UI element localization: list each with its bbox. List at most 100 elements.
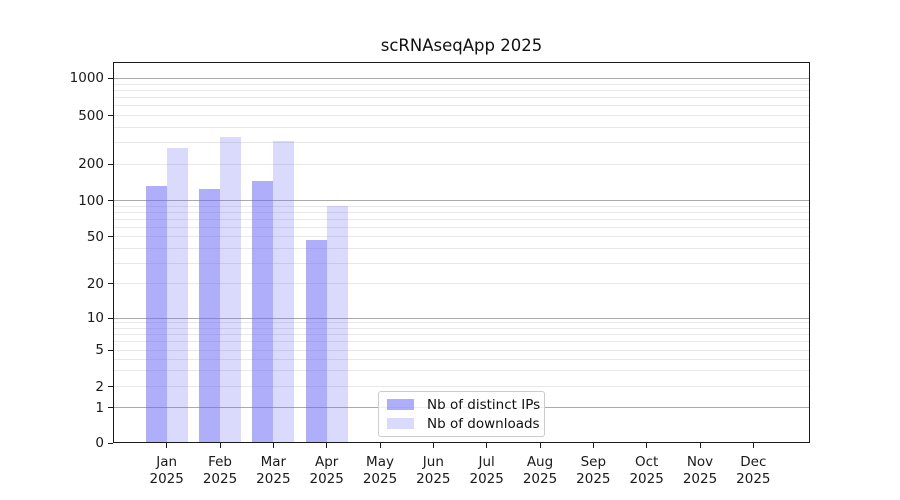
- x-tick-year: 2025: [736, 471, 771, 487]
- y-tick-label: 1000: [69, 70, 104, 87]
- bar-distinct-ips-jan: [145, 185, 167, 443]
- x-tick-mark: [166, 443, 168, 448]
- legend-item-distinct-ips: Nb of distinct IPs: [387, 397, 540, 413]
- legend-label-distinct-ips: Nb of distinct IPs: [427, 396, 541, 413]
- y-tick-mark: [108, 386, 113, 388]
- gridline-minor: [113, 115, 810, 117]
- x-tick-month: Feb: [208, 454, 232, 470]
- bar-downloads-jan: [166, 148, 188, 443]
- y-tick-label: 200: [78, 156, 104, 173]
- x-tick-label: May 2025: [348, 454, 412, 488]
- x-tick-mark: [326, 443, 328, 448]
- bar-distinct-ips-mar: [252, 180, 274, 443]
- x-tick-month: May: [366, 454, 394, 470]
- x-tick-year: 2025: [629, 471, 664, 487]
- gridline-minor: [113, 89, 810, 91]
- legend-item-downloads: Nb of downloads: [387, 416, 540, 432]
- y-tick-mark: [108, 317, 113, 319]
- y-tick-label: 2: [95, 378, 104, 395]
- legend-swatch-downloads: [387, 418, 414, 429]
- y-tick-label: 10: [86, 310, 104, 327]
- gridline-minor: [113, 322, 810, 324]
- x-tick-mark: [592, 443, 594, 448]
- x-tick-month: Oct: [634, 454, 659, 470]
- gridline-minor: [113, 163, 810, 165]
- x-tick-month: Mar: [260, 454, 287, 470]
- x-tick-label: Dec 2025: [721, 454, 785, 488]
- gridline-major: [113, 77, 810, 79]
- x-tick-year: 2025: [362, 471, 398, 487]
- y-tick-label: 50: [86, 228, 104, 245]
- x-tick-mark: [646, 443, 648, 448]
- bar-distinct-ips-apr: [305, 240, 327, 443]
- y-tick-mark: [108, 77, 113, 79]
- gridline-minor: [113, 142, 810, 144]
- x-tick-month: Jul: [478, 454, 495, 470]
- gridline-minor: [113, 83, 810, 85]
- chart-title: scRNAseqApp 2025: [380, 36, 543, 55]
- y-tick-mark: [108, 115, 113, 117]
- gridline-minor: [113, 334, 810, 336]
- gridline-minor: [113, 358, 810, 360]
- gridline-minor: [113, 247, 810, 249]
- x-tick-year: 2025: [256, 471, 291, 487]
- x-tick-label: Jun 2025: [401, 454, 465, 488]
- y-tick-mark: [108, 349, 113, 351]
- x-tick-year: 2025: [469, 471, 504, 487]
- y-tick-mark: [108, 200, 113, 202]
- gridline-minor: [113, 262, 810, 264]
- x-tick-month: Aug: [526, 454, 554, 470]
- legend: Nb of distinct IPs Nb of downloads: [378, 391, 545, 437]
- gridline-minor: [113, 327, 810, 329]
- x-tick-mark: [272, 443, 274, 448]
- gridline-major: [113, 317, 810, 319]
- gridline-minor: [113, 211, 810, 213]
- x-tick-year: 2025: [416, 471, 451, 487]
- x-tick-year: 2025: [149, 471, 184, 487]
- x-tick-mark: [379, 443, 381, 448]
- gridline-minor: [113, 370, 810, 372]
- y-tick-label: 0: [95, 435, 104, 451]
- gridline-minor: [113, 386, 810, 388]
- x-tick-year: 2025: [202, 471, 238, 487]
- y-tick-mark: [108, 163, 113, 165]
- x-tick-label: Feb 2025: [188, 454, 252, 488]
- gridline-minor: [113, 341, 810, 343]
- x-tick-mark: [432, 443, 434, 448]
- x-tick-mark: [699, 443, 701, 448]
- x-tick-mark: [219, 443, 221, 448]
- bar-downloads-mar: [273, 140, 295, 443]
- x-tick-month: Dec: [740, 454, 767, 470]
- bar-downloads-apr: [326, 206, 348, 443]
- y-tick-mark: [108, 442, 113, 444]
- y-tick-mark: [108, 283, 113, 285]
- gridline-minor: [113, 236, 810, 238]
- gridline-minor: [113, 283, 810, 285]
- x-tick-month: Nov: [686, 454, 714, 470]
- bar-distinct-ips-feb: [199, 188, 221, 443]
- x-tick-label: Aug 2025: [508, 454, 572, 488]
- x-tick-label: Nov 2025: [668, 454, 732, 488]
- x-tick-year: 2025: [309, 471, 344, 487]
- y-tick-label: 20: [86, 275, 104, 292]
- y-tick-mark: [108, 236, 113, 238]
- y-tick-label: 500: [78, 107, 104, 124]
- legend-swatch-distinct-ips: [387, 399, 414, 410]
- gridline-minor: [113, 226, 810, 228]
- x-tick-label: Sep 2025: [561, 454, 625, 488]
- x-tick-label: Apr 2025: [295, 454, 359, 488]
- x-tick-month: Jun: [422, 454, 444, 470]
- y-tick-mark: [108, 407, 113, 409]
- gridline-minor: [113, 127, 810, 128]
- y-tick-label: 100: [78, 192, 104, 209]
- gridline-major: [113, 200, 810, 202]
- x-tick-label: Oct 2025: [615, 454, 679, 488]
- x-tick-mark: [486, 443, 488, 448]
- x-tick-label: Jul 2025: [455, 454, 519, 488]
- gridline-minor: [113, 349, 810, 351]
- y-tick-label: 5: [95, 342, 104, 359]
- gridline-minor: [113, 218, 810, 220]
- x-tick-label: Mar 2025: [241, 454, 305, 488]
- gridline-minor: [113, 105, 810, 107]
